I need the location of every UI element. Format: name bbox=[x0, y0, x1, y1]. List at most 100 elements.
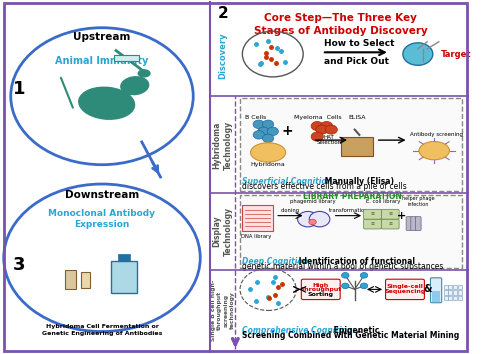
Ellipse shape bbox=[138, 70, 150, 77]
Text: and Pick Out: and Pick Out bbox=[324, 57, 389, 65]
FancyBboxPatch shape bbox=[382, 209, 399, 219]
Text: Discovery: Discovery bbox=[218, 33, 227, 79]
FancyBboxPatch shape bbox=[240, 98, 462, 191]
Circle shape bbox=[309, 219, 316, 225]
Text: 2: 2 bbox=[218, 6, 229, 21]
FancyBboxPatch shape bbox=[458, 285, 462, 289]
Text: High: High bbox=[312, 284, 328, 289]
Text: LIBRARY PREPARATION: LIBRARY PREPARATION bbox=[303, 192, 402, 201]
FancyBboxPatch shape bbox=[240, 195, 462, 268]
Text: 3: 3 bbox=[13, 256, 26, 274]
Text: +: + bbox=[281, 124, 292, 138]
Circle shape bbox=[253, 120, 264, 129]
FancyBboxPatch shape bbox=[432, 291, 440, 302]
Circle shape bbox=[360, 283, 368, 289]
FancyBboxPatch shape bbox=[453, 285, 457, 289]
Circle shape bbox=[311, 121, 324, 131]
FancyBboxPatch shape bbox=[458, 296, 462, 300]
Text: ≡: ≡ bbox=[370, 222, 374, 227]
Circle shape bbox=[342, 273, 349, 278]
Circle shape bbox=[253, 131, 264, 139]
Text: Sequencing: Sequencing bbox=[384, 289, 426, 294]
FancyBboxPatch shape bbox=[458, 290, 462, 295]
Circle shape bbox=[262, 120, 274, 129]
Text: 1: 1 bbox=[13, 80, 26, 98]
Text: How to Select: How to Select bbox=[324, 39, 394, 48]
Circle shape bbox=[258, 127, 269, 136]
FancyBboxPatch shape bbox=[411, 217, 416, 230]
Text: ≡: ≡ bbox=[388, 212, 392, 217]
Text: Hybridoma
Technology: Hybridoma Technology bbox=[212, 121, 233, 170]
FancyBboxPatch shape bbox=[444, 290, 448, 295]
FancyBboxPatch shape bbox=[382, 219, 399, 229]
FancyBboxPatch shape bbox=[340, 137, 374, 156]
FancyBboxPatch shape bbox=[112, 261, 137, 293]
FancyBboxPatch shape bbox=[364, 209, 382, 219]
Text: ≡: ≡ bbox=[388, 222, 392, 227]
Text: genetic material within a pool of genetic substances: genetic material within a pool of geneti… bbox=[242, 262, 444, 272]
Text: HAT: HAT bbox=[324, 135, 334, 140]
FancyBboxPatch shape bbox=[114, 55, 140, 61]
FancyBboxPatch shape bbox=[444, 296, 448, 300]
Text: Single B cell high-
throughput
screening
technology: Single B cell high- throughput screening… bbox=[211, 280, 234, 341]
FancyBboxPatch shape bbox=[453, 290, 457, 295]
Circle shape bbox=[316, 125, 328, 134]
Text: transformation: transformation bbox=[329, 208, 368, 213]
Text: Selection: Selection bbox=[316, 141, 342, 145]
Circle shape bbox=[267, 127, 278, 136]
Text: Identification of functional: Identification of functional bbox=[296, 257, 415, 267]
Text: Hybridoma Cell Fermentation or
Genetic Engineering of Antibodies: Hybridoma Cell Fermentation or Genetic E… bbox=[42, 324, 162, 336]
Text: Antibody screening: Antibody screening bbox=[410, 132, 463, 137]
Text: phagemid library: phagemid library bbox=[290, 199, 336, 204]
FancyBboxPatch shape bbox=[406, 217, 411, 230]
Text: helper phage
infection: helper phage infection bbox=[402, 196, 434, 207]
FancyBboxPatch shape bbox=[444, 285, 448, 289]
FancyBboxPatch shape bbox=[386, 279, 424, 299]
Circle shape bbox=[320, 121, 332, 131]
Text: &: & bbox=[423, 284, 432, 295]
Circle shape bbox=[262, 134, 274, 143]
FancyBboxPatch shape bbox=[448, 285, 452, 289]
Text: Comprehensive Cognition:: Comprehensive Cognition: bbox=[242, 326, 356, 335]
Text: ELISA: ELISA bbox=[348, 115, 366, 120]
Circle shape bbox=[310, 211, 330, 227]
Text: Myeloma  Cells: Myeloma Cells bbox=[294, 115, 342, 120]
Circle shape bbox=[325, 125, 338, 134]
Text: Screening Combined with Genetic Material Mining: Screening Combined with Genetic Material… bbox=[242, 331, 460, 340]
FancyBboxPatch shape bbox=[448, 290, 452, 295]
Text: Animal Immunity: Animal Immunity bbox=[56, 56, 148, 66]
Text: Downstream: Downstream bbox=[65, 189, 139, 200]
Text: +: + bbox=[397, 211, 406, 221]
FancyBboxPatch shape bbox=[302, 279, 340, 299]
Text: B Cells: B Cells bbox=[244, 115, 266, 120]
FancyBboxPatch shape bbox=[453, 296, 457, 300]
FancyBboxPatch shape bbox=[448, 296, 452, 300]
FancyBboxPatch shape bbox=[81, 272, 90, 288]
Text: Epigenetic: Epigenetic bbox=[332, 326, 380, 335]
Circle shape bbox=[298, 211, 318, 227]
Text: DNA library: DNA library bbox=[241, 234, 272, 239]
Circle shape bbox=[342, 283, 349, 289]
Text: Deep Cognition:: Deep Cognition: bbox=[242, 257, 312, 267]
Text: E. coli library: E. coli library bbox=[366, 199, 400, 204]
Ellipse shape bbox=[419, 142, 450, 160]
Text: Display
Technology: Display Technology bbox=[212, 207, 233, 256]
Circle shape bbox=[360, 273, 368, 278]
Text: Sorting: Sorting bbox=[308, 292, 334, 297]
FancyBboxPatch shape bbox=[430, 278, 442, 303]
Circle shape bbox=[403, 43, 433, 65]
Text: Superficial Cognition:: Superficial Cognition: bbox=[242, 177, 336, 186]
Text: discovers effective cells from a pile of cells: discovers effective cells from a pile of… bbox=[242, 182, 407, 191]
Text: Throughput: Throughput bbox=[300, 287, 341, 292]
Ellipse shape bbox=[79, 87, 134, 119]
FancyBboxPatch shape bbox=[364, 219, 382, 229]
Text: Manually (Elisa): Manually (Elisa) bbox=[322, 177, 394, 186]
Text: Hybridoma: Hybridoma bbox=[250, 162, 286, 167]
Text: Core Step—The Three Key
Stages of Antibody Discovery: Core Step—The Three Key Stages of Antibo… bbox=[254, 13, 428, 36]
FancyBboxPatch shape bbox=[416, 217, 421, 230]
FancyBboxPatch shape bbox=[242, 205, 273, 232]
FancyBboxPatch shape bbox=[64, 270, 76, 289]
Text: Target: Target bbox=[441, 50, 472, 58]
Text: Single-cell: Single-cell bbox=[386, 284, 423, 289]
Text: Upstream: Upstream bbox=[74, 32, 130, 41]
